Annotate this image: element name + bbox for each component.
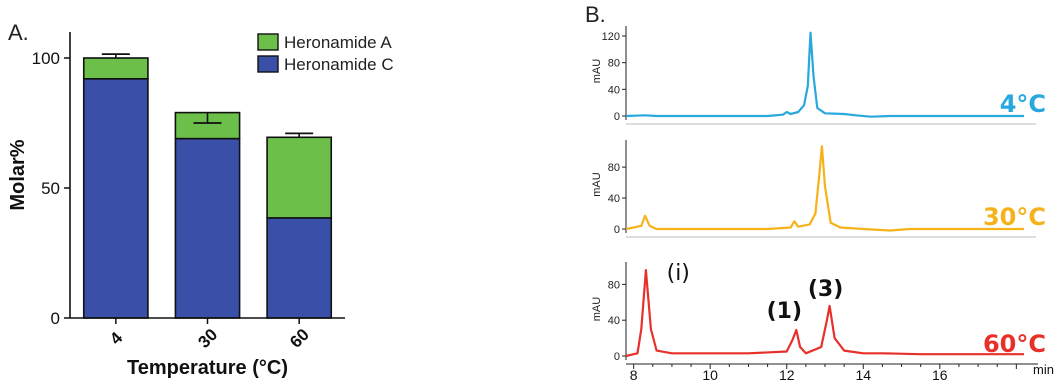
trace-y-tick-label: 0 bbox=[614, 224, 620, 236]
chromatogram-trace bbox=[625, 145, 1024, 232]
x-tick-label: 4 bbox=[106, 328, 127, 349]
trace-y-tick-label: 80 bbox=[608, 162, 620, 174]
bar-segment bbox=[266, 217, 333, 319]
legend: Heronamide A Heronamide C bbox=[257, 33, 394, 74]
bar-segment bbox=[266, 136, 333, 219]
y-tick-label: 0 bbox=[51, 309, 60, 328]
bar-segment bbox=[82, 78, 149, 319]
trace-y-tick-label: 40 bbox=[608, 315, 620, 327]
y-axis-title: Molar% bbox=[7, 139, 29, 210]
time-axis-tick-label: 8 bbox=[630, 367, 638, 381]
panel-b-chromatograms: B. 0 40 80 120 mAU 4°C 0 40 80 mAU 30°C 0 40 80 mAU 60°… bbox=[585, 2, 1054, 381]
peak-annotation: (i) bbox=[667, 261, 690, 286]
time-axis-unit: min bbox=[1033, 362, 1054, 377]
bars-group bbox=[82, 53, 333, 319]
trace-y-tick-label: 80 bbox=[608, 279, 620, 291]
legend-label: Heronamide C bbox=[284, 55, 394, 74]
bar-segment bbox=[174, 137, 241, 319]
temperature-label: 30°C bbox=[983, 203, 1046, 231]
time-axis: 8 10 12 14 16 min bbox=[626, 362, 1054, 381]
x-tick-label: 30 bbox=[194, 325, 221, 352]
temperature-label: 4°C bbox=[1000, 90, 1046, 118]
legend-swatch bbox=[257, 55, 279, 73]
time-axis-tick-label: 12 bbox=[779, 367, 795, 381]
legend-swatch bbox=[257, 33, 279, 51]
chromatogram-trace bbox=[625, 31, 1024, 118]
time-axis-tick-label: 10 bbox=[702, 367, 718, 381]
trace-y-axis-title: mAU bbox=[591, 297, 603, 322]
y-tick-label: 50 bbox=[41, 179, 60, 198]
legend-label: Heronamide A bbox=[284, 33, 392, 52]
trace-y-axis-title: mAU bbox=[591, 59, 603, 84]
x-tick-label: 60 bbox=[286, 325, 313, 352]
trace-panel: 0 40 80 mAU 30°C bbox=[591, 140, 1046, 238]
panel-a-letter: A. bbox=[8, 20, 29, 45]
trace-y-tick-label: 120 bbox=[602, 31, 620, 43]
trace-panel: 0 40 80 mAU 60°C bbox=[591, 262, 1046, 363]
chromatogram-trace bbox=[625, 269, 1024, 358]
x-axis-title: Temperature (°C) bbox=[127, 357, 288, 379]
traces-group: 0 40 80 120 mAU 4°C 0 40 80 mAU 30°C 0 40 80 mAU 60°C (i… bbox=[591, 26, 1046, 363]
panel-b-letter: B. bbox=[585, 2, 606, 27]
trace-y-tick-label: 40 bbox=[608, 193, 620, 205]
time-axis-tick-label: 16 bbox=[932, 367, 948, 381]
time-axis-tick-label: 14 bbox=[855, 367, 871, 381]
peak-annotation: (3) bbox=[808, 277, 843, 302]
trace-panel: 0 40 80 120 mAU 4°C bbox=[591, 26, 1046, 125]
y-axis: 0 50 100 bbox=[32, 32, 71, 328]
y-tick-label: 100 bbox=[32, 49, 60, 68]
trace-y-tick-label: 80 bbox=[608, 58, 620, 70]
peak-annotation: (1) bbox=[767, 299, 802, 324]
temperature-label: 60°C bbox=[983, 330, 1046, 358]
trace-y-tick-label: 0 bbox=[614, 351, 620, 363]
bar-segment bbox=[82, 57, 149, 80]
x-axis: 4 30 60 bbox=[70, 317, 345, 352]
trace-y-axis-title: mAU bbox=[591, 172, 603, 197]
trace-y-tick-label: 0 bbox=[614, 111, 620, 123]
trace-y-tick-label: 40 bbox=[608, 84, 620, 96]
